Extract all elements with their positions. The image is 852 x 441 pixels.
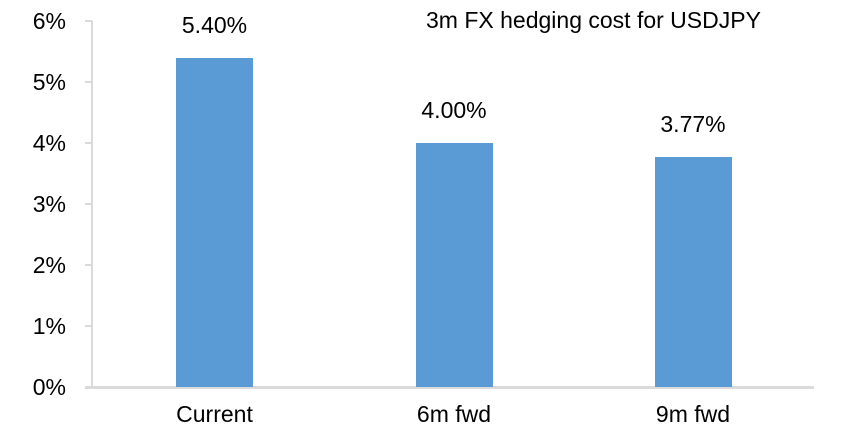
category-label: 6m fwd bbox=[416, 401, 492, 427]
y-tick-label: 2% bbox=[32, 252, 66, 278]
bar-value-label: 5.40% bbox=[181, 12, 248, 38]
y-tick-mark bbox=[85, 81, 92, 83]
y-axis-line bbox=[91, 21, 93, 388]
bar-value-label: 4.00% bbox=[421, 97, 487, 123]
y-tick-label: 5% bbox=[32, 69, 66, 95]
bar bbox=[176, 58, 253, 387]
y-tick-label: 3% bbox=[32, 191, 66, 217]
category-label: Current bbox=[176, 401, 253, 427]
y-tick-mark bbox=[85, 203, 92, 205]
y-tick-label: 4% bbox=[32, 130, 66, 156]
y-tick-mark bbox=[85, 142, 92, 144]
y-tick-mark bbox=[85, 386, 92, 388]
y-tick-mark bbox=[85, 20, 92, 22]
chart-title: 3m FX hedging cost for USDJPY bbox=[426, 7, 761, 33]
bar bbox=[415, 143, 493, 387]
bar-value-label: 3.77% bbox=[660, 111, 726, 137]
bar bbox=[654, 157, 732, 387]
y-tick-label: 1% bbox=[32, 313, 66, 339]
y-tick-mark bbox=[85, 264, 92, 266]
y-tick-label: 6% bbox=[32, 8, 66, 34]
y-tick-label: 0% bbox=[32, 374, 66, 400]
y-tick-mark bbox=[85, 325, 92, 327]
x-axis-line bbox=[85, 386, 814, 389]
category-label: 9m fwd bbox=[655, 401, 731, 427]
